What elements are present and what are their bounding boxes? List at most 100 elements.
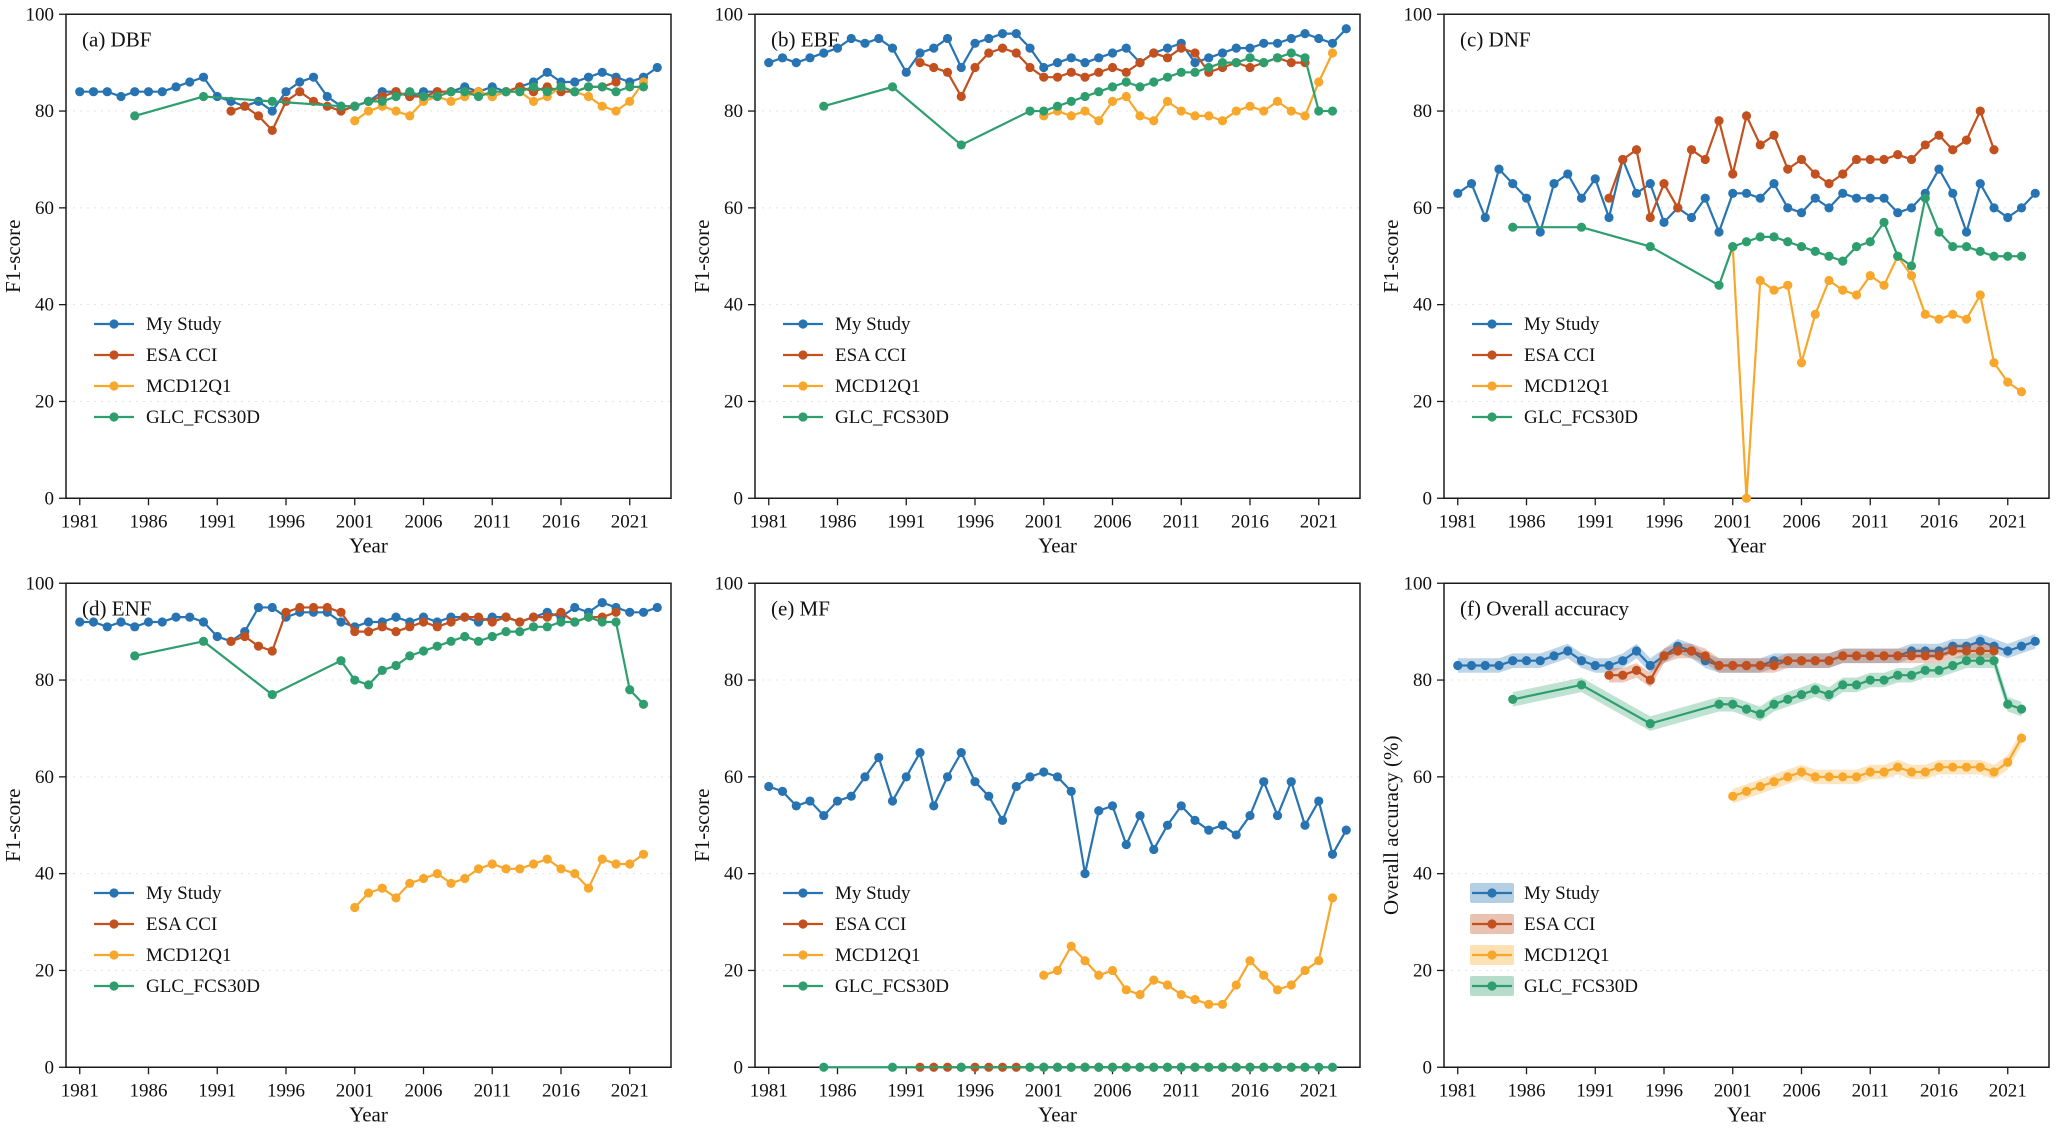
legend-item-my_study: My Study [94,314,222,335]
legend-item-glc_fcs30d: GLC_FCS30D [783,976,949,997]
x-tick-label: 2001 [336,511,374,532]
marker-my_study [198,616,209,627]
plot-frame [65,582,672,1068]
marker-mcd12q1 [460,873,470,883]
marker-my_study [1217,48,1228,58]
marker-glc_fcs30d [1989,655,1999,665]
confidence-band-mcd12q1 [1732,730,2022,803]
marker-mcd12q1 [1162,979,1173,990]
marker-glc_fcs30d [1039,1062,1049,1072]
marker-glc_fcs30d [1906,670,1917,680]
marker-glc_fcs30d [1259,58,1269,68]
marker-mcd12q1 [1851,290,1862,300]
marker-esa_cci [1934,650,1944,660]
x-tick-label: 1996 [267,511,305,532]
marker-mcd12q1 [1906,271,1917,281]
y-axis-label: F1-score [1,788,25,861]
marker-mcd12q1 [1314,955,1324,965]
marker-mcd12q1 [1810,771,1820,781]
marker-glc_fcs30d [377,96,387,106]
marker-mcd12q1 [611,106,621,116]
marker-glc_fcs30d [1741,703,1752,714]
marker-my_study [1231,829,1241,840]
marker-mcd12q1 [1217,116,1228,126]
marker-mcd12q1 [1245,955,1255,965]
x-tick-label: 1986 [819,1080,857,1101]
marker-glc_fcs30d [1149,1062,1159,1072]
marker-esa_cci [267,645,277,656]
marker-glc_fcs30d [1162,72,1173,82]
marker-glc_fcs30d [1327,106,1338,116]
marker-glc_fcs30d [556,82,566,92]
legend-label: MCD12Q1 [146,945,232,966]
marker-glc_fcs30d [501,87,511,97]
legend-label: GLC_FCS30D [835,976,949,997]
marker-esa_cci [253,641,264,651]
x-axis-label: Year [1727,533,1766,557]
marker-mcd12q1 [1783,771,1793,781]
marker-glc_fcs30d [1948,660,1958,670]
marker-glc_fcs30d [1039,106,1049,116]
panel-a-dbf: 1981 1986 1991 1996 2001 2006 2011 2016 2021 0 20 4… [0,0,689,569]
marker-my_study [363,616,374,627]
marker-glc_fcs30d [1906,261,1917,271]
marker-glc_fcs30d [350,674,360,685]
x-tick-label: 1991 [1576,511,1614,532]
marker-my_study [171,612,181,622]
marker-glc_fcs30d [528,621,539,631]
marker-my_study [185,77,195,87]
marker-mcd12q1 [556,863,566,873]
marker-esa_cci [1961,135,1972,145]
marker-glc_fcs30d [611,87,621,97]
marker-my_study [267,106,277,116]
marker-mcd12q1 [1948,762,1958,772]
marker-esa_cci [929,62,939,73]
marker-my_study [1494,660,1504,670]
marker-glc_fcs30d [1893,251,1903,261]
legend-marker [109,887,119,898]
marker-mcd12q1 [350,902,360,912]
marker-glc_fcs30d [1879,217,1889,227]
y-tick-label: 0 [45,1057,55,1078]
x-tick-label: 2021 [1989,1080,2027,1101]
marker-glc_fcs30d [1796,689,1807,699]
marker-glc_fcs30d [1052,1062,1063,1072]
marker-my_study [1204,824,1214,835]
y-tick-label: 40 [1413,295,1432,316]
marker-mcd12q1 [638,849,649,859]
marker-glc_fcs30d [130,650,140,660]
marker-esa_cci [1618,154,1628,165]
panel-d-enf: 1981 1986 1991 1996 2001 2006 2011 2016 2021 0 20 4… [0,569,689,1137]
y-tick-label: 40 [35,863,54,884]
marker-esa_cci [1989,145,1999,155]
marker-glc_fcs30d [515,87,525,97]
y-tick-label: 40 [724,295,743,316]
legend-marker [798,949,808,960]
series-my_study [764,747,1351,878]
marker-mcd12q1 [432,868,442,878]
x-tick-label: 1981 [61,1080,99,1101]
marker-glc_fcs30d [1025,1062,1035,1072]
marker-glc_fcs30d [597,82,607,92]
legend-item-esa_cci: ESA CCI [783,914,906,935]
marker-my_study [1659,217,1669,227]
marker-glc_fcs30d [956,140,966,150]
marker-my_study [956,62,966,73]
marker-esa_cci [1659,179,1669,189]
marker-my_study [1121,839,1131,849]
marker-glc_fcs30d [1893,670,1903,680]
marker-mcd12q1 [446,96,456,106]
x-tick-label: 2011 [1163,1080,1200,1101]
marker-mcd12q1 [1769,285,1779,295]
marker-my_study [929,800,939,810]
marker-mcd12q1 [391,106,401,116]
marker-glc_fcs30d [1934,665,1944,675]
x-tick-label: 2011 [1852,1080,1889,1101]
marker-my_study [1521,655,1532,665]
marker-mcd12q1 [1107,965,1118,975]
marker-mcd12q1 [1259,106,1269,116]
marker-my_study [157,616,167,627]
y-tick-label: 60 [1413,198,1432,219]
marker-glc_fcs30d [1961,655,1972,665]
x-tick-label: 2001 [1025,511,1063,532]
